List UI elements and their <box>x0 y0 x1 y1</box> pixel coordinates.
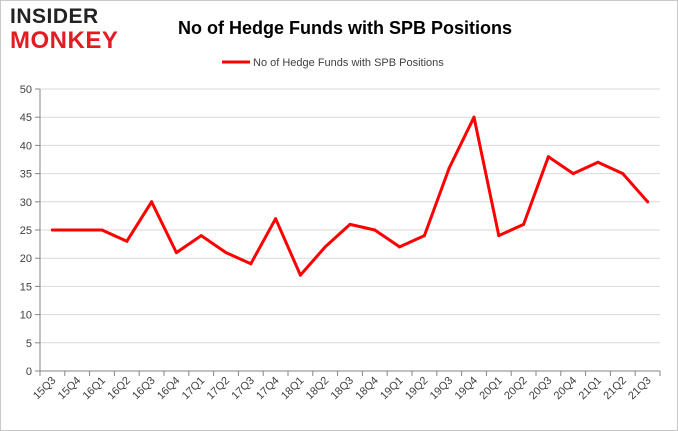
x-tick-label: 18Q3 <box>329 375 357 403</box>
data-point <box>50 228 54 232</box>
x-tick-label: 20Q4 <box>552 375 580 403</box>
x-tick-label: 17Q1 <box>180 375 208 403</box>
x-tick-label: 19Q3 <box>428 375 456 403</box>
x-tick-label: 16Q4 <box>155 375 183 403</box>
legend-label: No of Hedge Funds with SPB Positions <box>253 57 444 69</box>
data-point <box>646 200 650 204</box>
plot-area <box>50 115 650 277</box>
data-point <box>150 200 154 204</box>
y-tick-label: 45 <box>20 112 32 124</box>
data-point <box>323 245 327 249</box>
x-tick-label: 19Q1 <box>378 375 406 403</box>
data-point <box>125 239 129 243</box>
data-point <box>100 228 104 232</box>
chart-title: No of Hedge Funds with SPB Positions <box>178 18 512 38</box>
data-point <box>199 234 203 238</box>
data-point <box>373 228 377 232</box>
data-point <box>447 166 451 170</box>
data-point <box>398 245 402 249</box>
x-tick-label: 19Q4 <box>453 375 481 403</box>
data-point <box>497 234 501 238</box>
data-point <box>224 251 228 255</box>
x-tick-label: 21Q3 <box>626 375 654 403</box>
x-tick-label: 15Q3 <box>31 375 59 403</box>
series-line <box>50 115 650 277</box>
x-tick-label: 18Q4 <box>353 375 381 403</box>
y-tick-label: 5 <box>26 338 32 350</box>
y-tick-label: 10 <box>20 310 32 322</box>
x-axis: 15Q315Q416Q116Q216Q316Q417Q117Q217Q317Q4… <box>31 370 661 403</box>
data-point <box>621 172 625 176</box>
data-point <box>422 234 426 238</box>
data-point <box>522 222 526 226</box>
x-tick-label: 15Q4 <box>56 375 84 403</box>
y-tick-label: 15 <box>20 281 32 293</box>
x-tick-label: 18Q2 <box>304 375 332 403</box>
x-tick-label: 17Q3 <box>229 375 257 403</box>
x-tick-label: 18Q1 <box>279 375 307 403</box>
logo-line-1: INSIDER <box>10 5 99 28</box>
y-tick-label: 35 <box>20 169 32 181</box>
data-point <box>274 217 278 221</box>
x-tick-label: 17Q4 <box>254 375 282 403</box>
y-axis: 0 5 10 15 20 25 30 35 40 45 50 <box>20 84 41 378</box>
y-tick-label: 30 <box>20 197 32 209</box>
x-tick-label: 21Q2 <box>601 375 629 403</box>
data-point <box>75 228 79 232</box>
data-point <box>472 115 476 119</box>
legend: No of Hedge Funds with SPB Positions <box>222 57 444 69</box>
data-point <box>348 222 352 226</box>
x-tick-label: 20Q1 <box>477 375 505 403</box>
x-tick-label: 20Q3 <box>527 375 555 403</box>
x-tick-label: 20Q2 <box>502 375 530 403</box>
x-tick-label: 17Q2 <box>205 375 233 403</box>
x-tick-label: 16Q1 <box>81 375 109 403</box>
logo-line-2: MONKEY <box>10 27 119 54</box>
y-tick-label: 20 <box>20 253 32 265</box>
x-tick-label: 16Q2 <box>105 375 133 403</box>
data-point <box>571 172 575 176</box>
insider-monkey-logo: INSIDER MONKEY <box>10 6 130 58</box>
y-tick-label: 0 <box>26 366 32 378</box>
data-point <box>249 262 253 266</box>
data-point <box>596 160 600 164</box>
data-point <box>298 273 302 277</box>
y-tick-label: 40 <box>20 140 32 152</box>
data-point <box>174 251 178 255</box>
gridlines <box>40 88 660 344</box>
y-tick-label: 25 <box>20 225 32 237</box>
x-tick-label: 19Q2 <box>403 375 431 403</box>
y-tick-label: 50 <box>20 84 32 96</box>
x-tick-label: 21Q1 <box>577 375 605 403</box>
x-tick-label: 16Q3 <box>130 375 158 403</box>
data-point <box>546 155 550 159</box>
